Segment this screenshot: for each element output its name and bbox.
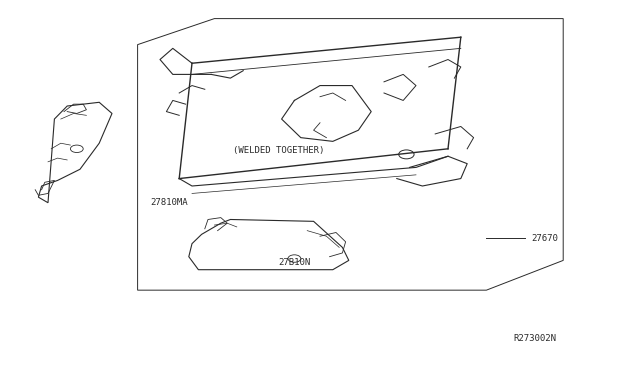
- Text: 27B10N: 27B10N: [278, 258, 310, 267]
- Text: 27810MA: 27810MA: [150, 198, 188, 207]
- Text: (WELDED TOGETHER): (WELDED TOGETHER): [233, 146, 324, 155]
- Text: R273002N: R273002N: [514, 334, 557, 343]
- Text: 27670: 27670: [531, 234, 558, 243]
